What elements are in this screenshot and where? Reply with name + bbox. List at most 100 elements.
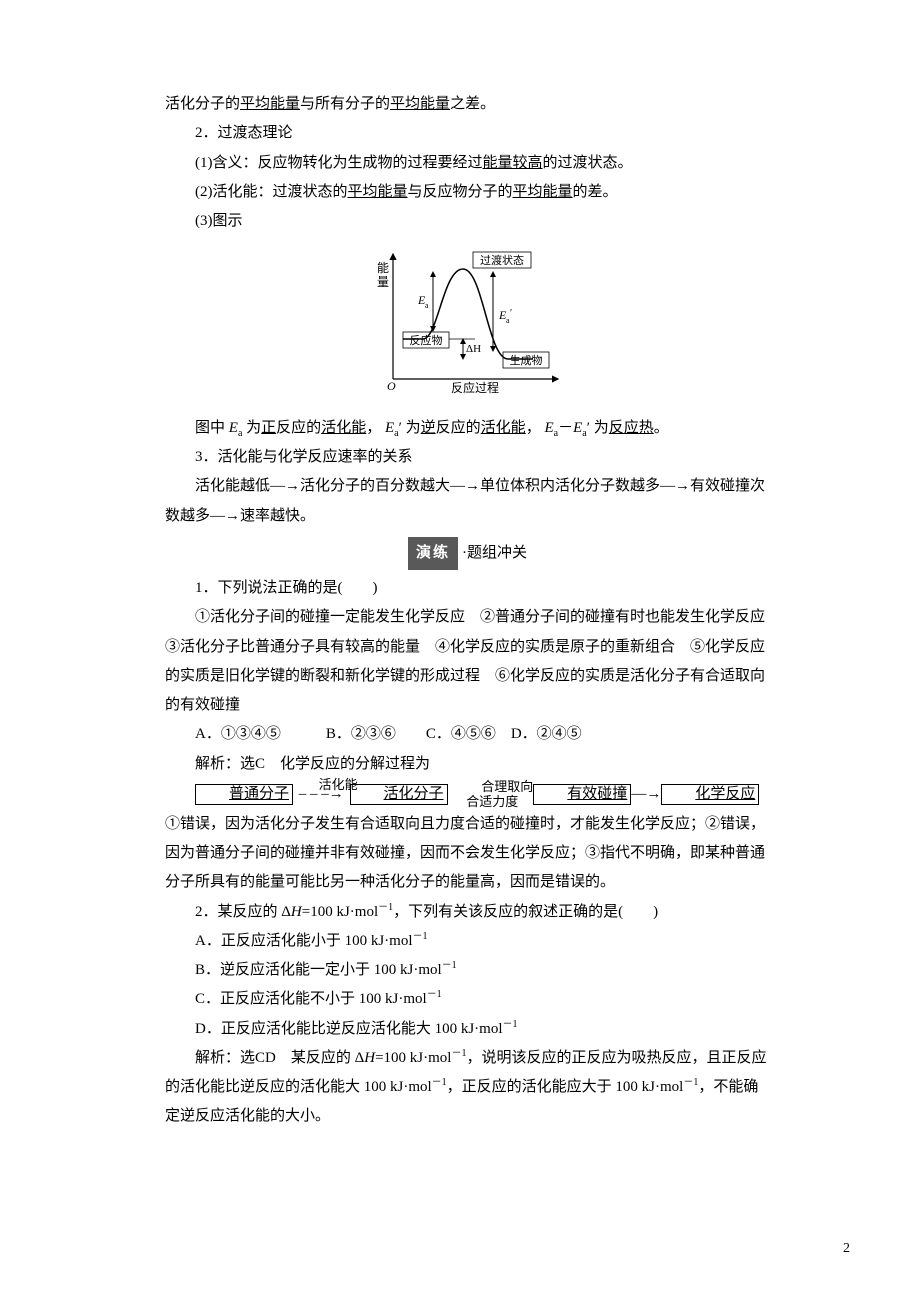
sup: －1 <box>451 1048 466 1059</box>
item-diagram-label: (3)图示 <box>165 207 770 236</box>
q1-stem: 1．下列说法正确的是( ) <box>165 574 770 603</box>
svg-text:能: 能 <box>377 261 389 275</box>
reaction-chain: 普通分子 活化能 – – –→ 活化分子 合理取向 合适力度 有效碰撞―→化学反… <box>165 779 770 898</box>
svg-text:生成物: 生成物 <box>509 353 542 367</box>
txt: B．逆反应活化能一定小于 100 kJ·mol <box>195 962 442 978</box>
txt: 2．某反应的 Δ <box>195 904 291 920</box>
minus: － <box>558 420 573 436</box>
prime: ′ <box>399 420 402 436</box>
energy-diagram: 反应物生成物过渡状态EaEa′ΔH能量反应过程O <box>165 244 770 405</box>
prime: ′ <box>587 420 590 436</box>
sup: －1 <box>378 902 393 913</box>
u: 活化能 <box>321 420 366 436</box>
q1-options: A．①③④⑤ B．②③⑥ C．④⑤⑥ D．②④⑤ <box>165 720 770 749</box>
txt: ，下列有关该反应的叙述正确的是( ) <box>393 904 658 920</box>
banner-black: 演练 <box>408 537 458 570</box>
txt: 图中 <box>195 420 225 436</box>
sup: －1 <box>442 960 457 971</box>
q1-body: ①活化分子间的碰撞一定能发生化学反应 ②普通分子间的碰撞有时也能发生化学反应 ③… <box>165 603 770 720</box>
txt: 活化分子的 <box>165 96 240 112</box>
sub: a <box>238 428 242 439</box>
txt: (2)活化能：过渡状态的 <box>195 184 348 200</box>
item-activation-energy: (2)活化能：过渡状态的平均能量与反应物分子的平均能量的差。 <box>165 178 770 207</box>
u: 逆 <box>421 420 436 436</box>
rate-chain: 活化能越低―→活化分子的百分数越大―→单位体积内活化分子数越多―→有效碰撞次数越… <box>165 472 770 531</box>
sup: －1 <box>427 989 442 1000</box>
q2-answer: 解析：选CD 某反应的 ΔH=100 kJ·mol－1，说明该反应的正反应为吸热… <box>165 1044 770 1132</box>
var-H: H <box>364 1050 375 1066</box>
arrow-label: 活化能 <box>289 772 358 797</box>
svg-text:反应过程: 反应过程 <box>450 380 498 394</box>
svg-text:过渡状态: 过渡状态 <box>480 253 524 267</box>
txt: 为 <box>406 420 421 436</box>
box-chemical-reaction: 化学反应 <box>661 784 759 806</box>
item-meaning: (1)含义：反应物转化为生成物的过程要经过能量较高的过渡状态。 <box>165 149 770 178</box>
u: 平均能量 <box>390 96 450 112</box>
txt: 为 <box>246 420 261 436</box>
svg-text:′: ′ <box>510 308 512 319</box>
txt: 。 <box>654 420 669 436</box>
stack-top: 合理取向 <box>481 779 533 794</box>
var-H: H <box>291 904 302 920</box>
var-Ea: E <box>229 420 238 436</box>
section-banner: 演练·题组冲关 <box>165 537 770 570</box>
txt: (1)含义：反应物转化为生成物的过程要经过 <box>195 155 483 171</box>
u: 能量较高 <box>483 155 543 171</box>
svg-text:反应物: 反应物 <box>409 333 442 347</box>
txt: 反应的 <box>276 420 321 436</box>
banner-suffix: ·题组冲关 <box>462 545 527 561</box>
txt: 与所有分子的 <box>300 96 390 112</box>
sup: －1 <box>432 1077 447 1088</box>
txt: 与反应物分子的 <box>408 184 513 200</box>
box-active-molecule: 活化分子 <box>350 784 448 806</box>
arrow-step2-stack: 合理取向 合适力度 <box>451 779 533 810</box>
arrow-step3: ―→ <box>631 786 661 802</box>
u: 正 <box>261 420 276 436</box>
txt: 为 <box>594 420 609 436</box>
q2-optD: D．正反应活化能比逆反应活化能大 100 kJ·mol－1 <box>165 1015 770 1044</box>
box-normal-molecule: 普通分子 <box>195 784 293 806</box>
var-Ea: E <box>544 420 553 436</box>
q1-answer-head: 解析：选C 化学反应的分解过程为 <box>165 750 770 779</box>
txt: C．正反应活化能不小于 100 kJ·mol <box>195 991 427 1007</box>
txt: A．正反应活化能小于 100 kJ·mol <box>195 933 413 949</box>
line-activation-diff: 活化分子的平均能量与所有分子的平均能量之差。 <box>165 90 770 119</box>
txt: D．正反应活化能比逆反应活化能大 100 kJ·mol <box>195 1021 503 1037</box>
q2-stem: 2．某反应的 ΔH=100 kJ·mol－1，下列有关该反应的叙述正确的是( ) <box>165 898 770 927</box>
arrow-step1: 活化能 – – –→ <box>299 786 348 802</box>
var-Ea: E <box>385 420 394 436</box>
diagram-caption: 图中 Ea 为正反应的活化能， Ea′ 为逆反应的活化能， Ea－Ea′ 为反应… <box>165 414 770 444</box>
u: 平均能量 <box>513 184 573 200</box>
svg-text:a: a <box>425 301 429 310</box>
q2-optA: A．正反应活化能小于 100 kJ·mol－1 <box>165 927 770 956</box>
u: 平均能量 <box>348 184 408 200</box>
q2-optB: B．逆反应活化能一定小于 100 kJ·mol－1 <box>165 956 770 985</box>
heading-transition-theory: 2．过渡态理论 <box>165 119 770 148</box>
txt: ，正反应的活化能应大于 100 kJ·mol <box>447 1079 684 1095</box>
q1-answer-tail: ①错误，因为活化分子发生有合适取向且力度合适的碰撞时，才能发生化学反应；②错误，… <box>165 816 765 891</box>
txt: 解析：选CD 某反应的 Δ <box>195 1050 364 1066</box>
txt: 之差。 <box>450 96 495 112</box>
var-Ea: E <box>573 420 582 436</box>
txt: ， <box>366 420 381 436</box>
sup: －1 <box>683 1077 698 1088</box>
txt: =100 kJ·mol <box>302 904 378 920</box>
q2-optC: C．正反应活化能不小于 100 kJ·mol－1 <box>165 985 770 1014</box>
svg-text:量: 量 <box>377 275 389 289</box>
txt: ， <box>526 420 541 436</box>
box-effective-collision: 有效碰撞 <box>533 784 631 806</box>
stack-bot: 合适力度 <box>466 794 518 809</box>
txt: 的过渡状态。 <box>543 155 633 171</box>
u: 平均能量 <box>240 96 300 112</box>
sup: －1 <box>503 1019 518 1030</box>
txt: 的差。 <box>573 184 618 200</box>
txt: 反应的 <box>436 420 481 436</box>
page: 活化分子的平均能量与所有分子的平均能量之差。 2．过渡态理论 (1)含义：反应物… <box>0 0 920 1302</box>
svg-text:ΔH: ΔH <box>466 343 481 355</box>
heading-rate-relation: 3．活化能与化学反应速率的关系 <box>165 443 770 472</box>
energy-profile-svg: 反应物生成物过渡状态EaEa′ΔH能量反应过程O <box>363 244 573 394</box>
page-number: 2 <box>843 1235 850 1262</box>
txt: =100 kJ·mol <box>375 1050 451 1066</box>
u: 活化能 <box>481 420 526 436</box>
sup: －1 <box>413 931 428 942</box>
